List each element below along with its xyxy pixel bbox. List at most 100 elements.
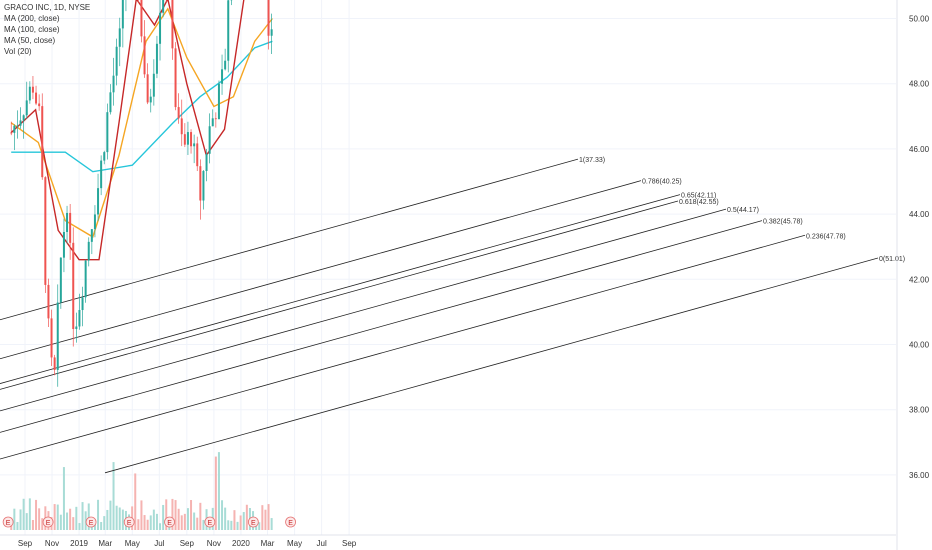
candle-body [140, 0, 143, 37]
candle-body [224, 60, 227, 70]
earnings-marker-label: E [46, 520, 51, 527]
candle-body [93, 214, 96, 230]
candle-body [159, 12, 162, 44]
fib-level-label: 0.236(47.78) [806, 233, 846, 240]
volume-bar [143, 515, 146, 530]
earnings-marker-label: E [251, 520, 256, 527]
volume-bar [137, 519, 140, 530]
volume-bar [177, 508, 180, 530]
volume-bar [214, 456, 217, 530]
x-tick-label: Nov [45, 539, 59, 548]
volume-bar [233, 510, 236, 530]
volume-bar [270, 518, 273, 530]
legend-ma50[interactable]: MA (50, close) [4, 36, 56, 45]
earnings-marker[interactable] [285, 516, 296, 528]
x-tick-label: May [287, 539, 302, 548]
candle-body [199, 166, 202, 201]
volume-bar [97, 499, 100, 530]
y-tick-label: 44.00 [909, 210, 930, 219]
fib-channel-line [0, 208, 727, 412]
fib-channel-line [0, 234, 806, 460]
x-tick-label: Mar [98, 539, 112, 548]
volume-bar [28, 498, 31, 530]
volume-bar [159, 523, 162, 530]
volume-bar [199, 502, 202, 530]
volume-bar [221, 500, 224, 530]
earnings-marker[interactable] [164, 516, 175, 528]
candle-body [81, 297, 84, 311]
candle-body [19, 120, 22, 126]
candle-body [177, 107, 180, 119]
legend-ma200[interactable]: MA (200, close) [4, 14, 60, 23]
volume-bar [140, 500, 143, 530]
candle-body [152, 73, 155, 97]
volume-bar [152, 509, 155, 530]
volume-bar [53, 504, 56, 530]
volume-bar [106, 509, 109, 530]
candle-body [59, 257, 62, 303]
volume-bar [69, 508, 72, 530]
x-tick-label: 2020 [232, 539, 250, 548]
candle-body [171, 0, 174, 49]
candle-body [193, 143, 196, 147]
candle-body [180, 118, 183, 135]
fib-level-label: 0.65(42.11) [681, 193, 716, 200]
volume-bar [16, 522, 19, 530]
candle-body [87, 241, 90, 261]
y-tick-label: 48.00 [909, 80, 930, 89]
legend-ma100[interactable]: MA (100, close) [4, 25, 60, 34]
candle-body [78, 310, 81, 327]
candle-body [267, 0, 270, 36]
volume-bar [22, 498, 25, 530]
volume-bar [112, 462, 115, 530]
earnings-marker[interactable] [42, 516, 54, 528]
volume-bar [245, 504, 248, 530]
volume-bar [149, 515, 152, 530]
x-tick-label: 2019 [70, 539, 88, 548]
legend-symbol[interactable]: GRACO INC, 1D, NYSE [4, 3, 91, 12]
volume-bar [121, 509, 124, 530]
fib-level-label: 0.618(42.55) [679, 199, 719, 206]
legend-volume[interactable]: Vol (20) [4, 47, 32, 56]
ma200-line [11, 40, 273, 173]
earnings-marker[interactable] [85, 516, 97, 528]
candle-body [221, 69, 224, 84]
volume-bar [115, 505, 118, 530]
candle-body [69, 212, 72, 243]
volume-bar [155, 513, 158, 530]
candle-body [41, 106, 44, 178]
volume-bar [217, 452, 220, 530]
volume-bar [196, 517, 199, 530]
volume-bar [19, 509, 22, 530]
earnings-marker[interactable] [204, 516, 216, 528]
volume-bar [171, 498, 174, 530]
volume-bar [162, 504, 165, 530]
candle-body [25, 100, 28, 116]
candle-body [38, 103, 41, 107]
candle-body [53, 357, 56, 370]
volume-bar [227, 520, 230, 530]
fib-channel-line [0, 194, 681, 384]
x-tick-label: Jul [317, 539, 327, 548]
candle-body [106, 112, 109, 153]
volume-bar [25, 513, 28, 530]
volume-bar [66, 512, 69, 530]
fib-level-label: 0.5(44.17) [727, 207, 759, 214]
earnings-marker[interactable] [123, 516, 135, 528]
candle-body [100, 160, 103, 189]
fib-level-label: 0.786(40.25) [642, 179, 682, 186]
y-tick-label: 42.00 [909, 275, 930, 284]
candle-body [196, 143, 199, 167]
y-tick-label: 38.00 [909, 406, 930, 415]
volume-bar [186, 508, 189, 530]
x-tick-label: May [125, 539, 140, 548]
earnings-marker[interactable] [2, 516, 14, 528]
candle-body [115, 46, 118, 76]
earnings-marker[interactable] [247, 516, 259, 528]
earnings-marker-label: E [288, 520, 293, 527]
x-tick-label: Jul [154, 539, 164, 548]
volume-bar [100, 521, 103, 530]
candle-body [162, 0, 165, 13]
